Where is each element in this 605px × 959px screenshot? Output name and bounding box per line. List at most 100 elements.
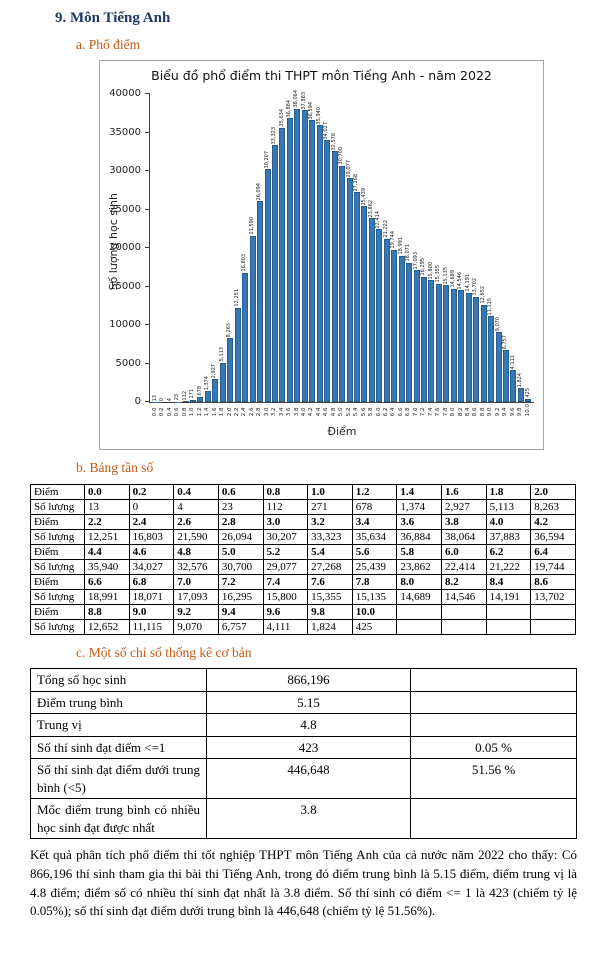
bar [316,125,323,402]
x-tick-label: 4.2 [308,407,315,417]
bar-column: 15,135 [443,94,450,402]
bar [458,290,465,402]
freq-row-header: Điểm [30,484,85,500]
y-tick-mark [145,170,150,171]
bar-value-label: 34,027 [323,121,330,140]
freq-cell: 2.4 [128,514,175,530]
stat-percent: 51.56 % [410,758,577,800]
x-tick-label: 1.0 [189,407,196,417]
x-tick: 1.6 [212,404,219,417]
x-tick-label: 7.2 [420,407,427,417]
x-tick-label: 0.2 [159,407,166,417]
x-tick-label: 2.8 [256,407,263,417]
freq-cell: 12,652 [84,619,130,635]
bar-value-label: 21,590 [248,217,255,235]
y-tick-mark [145,93,150,94]
bar-column: 35,634 [279,94,286,402]
bar [182,401,189,402]
bar-column: 271 [189,94,196,402]
freq-cell: 4.0 [485,514,532,530]
x-tick-label: 5.6 [360,407,367,417]
freq-cell: 16,295 [217,589,264,605]
freq-row-header: Điểm [30,574,85,590]
plot-area: 13 0 4 23 112 271 678 1,374 2,927 5,113 8,263 12,25… [109,89,534,438]
freq-cell: 6.6 [84,574,130,590]
bar-column: 8,263 [226,94,234,402]
x-tick-label: 7.0 [412,407,419,417]
bar-column: 13 [152,94,159,402]
x-tick-label: 4.0 [301,407,308,417]
bar-column: 425 [525,94,532,402]
freq-cell: 26,094 [217,529,264,545]
y-tick-mark [145,285,150,287]
bar-column: 17,093 [413,94,420,402]
bar-value-label: 8,263 [226,323,233,338]
x-tick: 6.0 [375,404,383,417]
bar [413,270,420,402]
stat-label: Tổng số học sinh [30,668,207,692]
bar-column: 29,077 [346,94,353,402]
bar-column: 112 [182,94,189,402]
freq-cell: 1,824 [307,619,353,635]
freq-cell: 7.6 [307,574,353,590]
stat-value: 4.8 [206,713,411,737]
bar-value-label: 678 [196,386,203,396]
x-tick-label: 2.2 [233,407,240,417]
stat-label: Số thí sinh đạt điểm dưới trung bình (<5… [30,758,207,800]
x-tick: 7.8 [443,404,450,417]
freq-cell: 5.0 [217,544,264,560]
freq-cell: 425 [351,619,398,635]
bar-column: 18,991 [398,94,405,402]
freq-cell: 18,991 [84,589,130,605]
frequency-table: Điểm 0.0 0.2 0.4 0.6 0.8 1.0 1.2 1.4 1.6 1.8 2.0 Số … [30,484,576,635]
bar [197,396,204,402]
freq-cell [530,619,576,635]
freq-cell: 5.2 [262,544,309,560]
statistics-table: Tổng số học sinh 866,196 Điểm trung bình 5.… [30,668,577,840]
x-tick-label: 6.0 [375,407,382,417]
x-tick-label: 4.6 [323,407,330,417]
x-tick-label: 0.6 [174,407,181,417]
chart-title: Biểu đồ phổ điểm thi THPT môn Tiếng Anh … [151,68,492,83]
y-tick-mark [145,362,150,364]
freq-cell: 6.8 [128,574,175,590]
x-tick-label: 7.4 [427,407,434,417]
stat-label: Số thí sinh đạt điểm <=1 [30,735,207,760]
x-tick: 0.6 [174,404,181,417]
freq-cell: 6.0 [441,544,487,560]
bar-value-label: 11,115 [487,297,494,316]
bar [391,249,398,402]
stat-value: 446,648 [206,758,411,800]
x-tick: 5.8 [368,404,375,417]
freq-cell: 9.4 [217,604,264,620]
bar [219,362,226,402]
y-tick-mark [145,247,150,248]
x-tick-label: 0.4 [166,407,173,417]
bar-value-label: 14,546 [457,271,464,290]
stat-percent [410,690,577,715]
bar-column: 4,111 [510,94,517,402]
summary-paragraph: Kết quả phân tích phổ điểm thi tốt nghiệ… [30,847,577,919]
bar-value-label: 26,094 [256,182,263,201]
y-tick-label: 35000 [109,126,141,138]
x-tick: 2.0 [227,404,234,417]
stat-label: Mốc điểm trung bình có nhiều học sinh đạ… [30,798,207,840]
bar [450,288,457,402]
bar-value-label: 12,652 [479,286,486,304]
bar-value-label: 5,113 [218,347,225,362]
freq-cell: 8,263 [530,499,576,515]
x-tick-label: 0.0 [151,407,158,417]
x-tick-label: 9.6 [509,407,516,417]
bar-column: 15,800 [428,94,435,402]
stat-label: Trung vị [30,713,207,737]
x-tick-label: 5.8 [368,407,375,417]
stat-percent: 0.05 % [410,735,577,760]
x-tick-label: 9.2 [494,407,501,417]
x-tick: 3.8 [294,404,301,417]
freq-cell: 30,207 [262,529,309,545]
x-tick-label: 2.6 [248,407,255,417]
bar [189,399,196,402]
bar [331,151,338,402]
freq-cell: 1.6 [441,484,487,500]
freq-cell: 21,222 [485,559,532,575]
